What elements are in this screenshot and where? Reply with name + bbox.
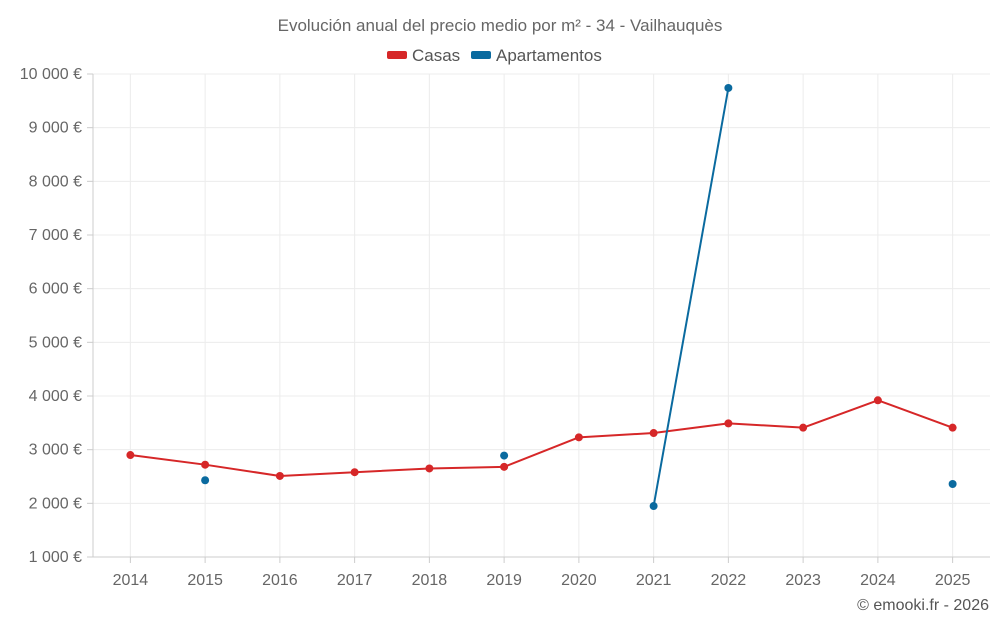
data-point-casas[interactable]	[873, 396, 882, 405]
series-line-casas	[876, 399, 954, 429]
data-point-casas[interactable]	[275, 471, 284, 480]
data-point-casas[interactable]	[201, 460, 210, 469]
data-point-apartamentos[interactable]	[724, 83, 733, 92]
y-tick-label: 10 000 €	[20, 66, 82, 83]
y-tick-label: 6 000 €	[29, 281, 82, 298]
y-axis-ticks: 1 000 € 2 000 € 3 000 € 4 000 € 5 000 € 6 000…	[20, 66, 93, 566]
series-lines	[129, 86, 954, 508]
x-tick-label: 2021	[636, 572, 672, 589]
data-point-casas[interactable]	[649, 429, 658, 438]
x-tick-label: 2017	[337, 572, 373, 589]
x-axis-ticks: 2014 2015 2016 2017 2018 2019 2020 2021 2022 2023…	[113, 557, 971, 589]
legend-item-apartamentos[interactable]: Apartamentos	[471, 46, 602, 65]
legend-item-casas[interactable]: Casas	[387, 46, 460, 65]
x-tick-label: 2023	[785, 572, 821, 589]
series-line-apartamentos	[652, 86, 730, 508]
data-point-casas[interactable]	[126, 451, 135, 460]
x-tick-label: 2024	[860, 572, 896, 589]
series-line-casas	[129, 454, 207, 466]
series-line-casas	[204, 463, 281, 477]
data-point-casas[interactable]	[350, 468, 359, 477]
data-point-apartamentos[interactable]	[948, 480, 957, 489]
series-line-casas	[278, 471, 356, 477]
legend-label-casas: Casas	[412, 46, 460, 65]
series-line-casas	[727, 422, 805, 429]
legend-label-apartamentos: Apartamentos	[496, 46, 602, 65]
series-points	[126, 83, 957, 511]
y-tick-label: 1 000 €	[29, 549, 82, 566]
x-tick-label: 2022	[711, 572, 747, 589]
data-point-casas[interactable]	[574, 433, 583, 442]
legend-swatch-casas	[387, 51, 407, 59]
data-point-casas[interactable]	[799, 423, 808, 432]
y-tick-label: 8 000 €	[29, 173, 82, 190]
series-line-casas	[802, 399, 879, 429]
x-tick-label: 2025	[935, 572, 971, 589]
series-line-casas	[353, 467, 431, 474]
data-point-apartamentos[interactable]	[649, 502, 658, 511]
y-tick-label: 7 000 €	[29, 227, 82, 244]
data-point-casas[interactable]	[724, 419, 733, 428]
x-tick-label: 2019	[486, 572, 522, 589]
data-point-casas[interactable]	[948, 423, 957, 432]
legend[interactable]: Casas Apartamentos	[387, 46, 602, 65]
y-tick-label: 3 000 €	[29, 442, 82, 459]
grid	[93, 73, 990, 558]
data-point-apartamentos[interactable]	[201, 476, 210, 485]
axes	[92, 74, 990, 558]
x-tick-label: 2014	[113, 572, 149, 589]
chart-title: Evolución anual del precio medio por m² …	[278, 16, 723, 35]
y-tick-label: 9 000 €	[29, 120, 82, 137]
data-point-casas[interactable]	[500, 462, 509, 471]
series-line-casas	[577, 432, 655, 439]
x-tick-label: 2018	[412, 572, 448, 589]
x-tick-label: 2015	[187, 572, 223, 589]
y-tick-label: 2 000 €	[29, 495, 82, 512]
series-line-casas	[428, 465, 506, 470]
data-point-apartamentos[interactable]	[500, 451, 509, 460]
data-point-casas[interactable]	[425, 464, 434, 473]
y-tick-label: 5 000 €	[29, 334, 82, 351]
series-line-casas	[652, 422, 730, 435]
legend-swatch-apartamentos	[471, 51, 491, 59]
x-tick-label: 2016	[262, 572, 298, 589]
x-tick-label: 2020	[561, 572, 597, 589]
y-tick-label: 4 000 €	[29, 388, 82, 405]
credit-text: © emooki.fr - 2026	[857, 597, 989, 614]
series-line-casas	[503, 436, 580, 468]
